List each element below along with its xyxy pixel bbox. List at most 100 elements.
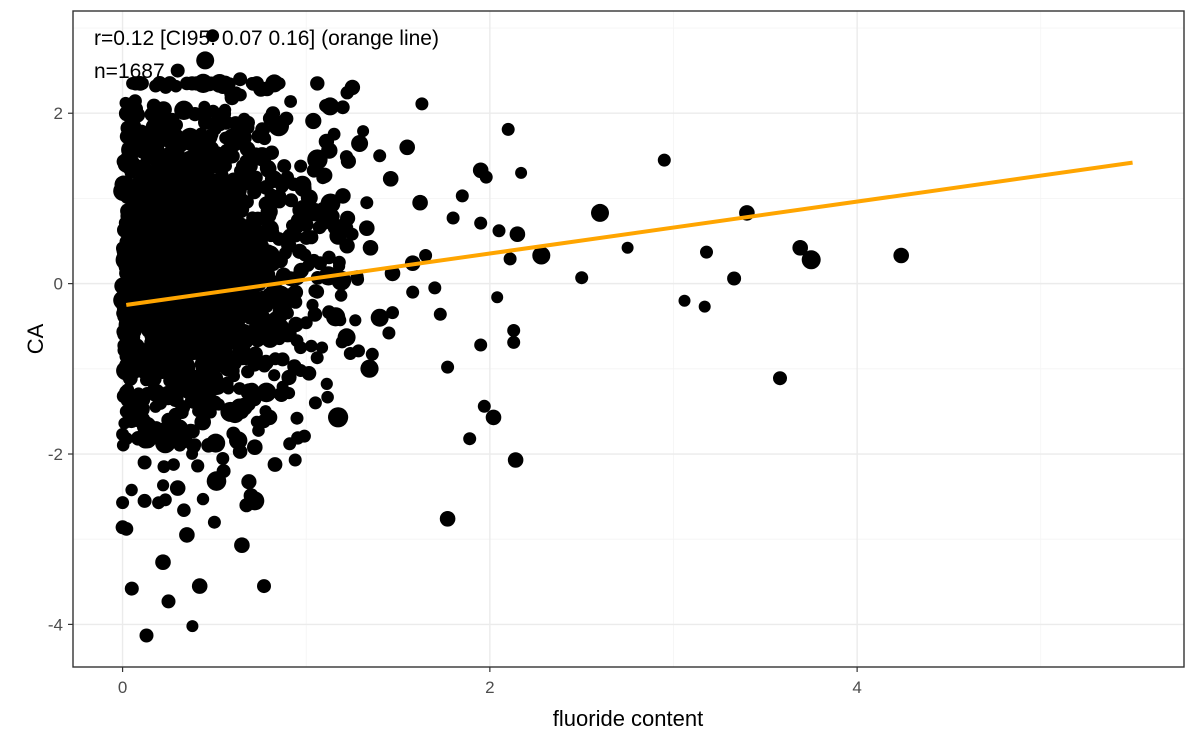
x-tick-label: 4 xyxy=(852,678,861,697)
data-point xyxy=(180,76,194,91)
data-point xyxy=(192,268,208,283)
data-point xyxy=(176,357,196,377)
data-point xyxy=(119,522,134,536)
data-point xyxy=(291,431,305,445)
data-point xyxy=(801,250,821,270)
data-point xyxy=(206,29,220,43)
data-point xyxy=(167,458,180,471)
data-point xyxy=(114,175,133,194)
data-point xyxy=(237,112,251,126)
data-point xyxy=(333,260,346,273)
data-point xyxy=(242,289,257,304)
data-point xyxy=(196,492,210,506)
data-point xyxy=(172,325,185,338)
data-point xyxy=(310,351,324,365)
data-point xyxy=(142,203,155,217)
data-point xyxy=(240,172,255,186)
data-point xyxy=(203,396,218,411)
data-point xyxy=(351,135,369,152)
data-point xyxy=(169,480,186,496)
data-point xyxy=(161,594,176,609)
data-point xyxy=(252,150,268,166)
data-point xyxy=(479,170,493,184)
data-point xyxy=(234,537,250,553)
data-point xyxy=(217,282,238,303)
data-point xyxy=(201,279,216,294)
data-point xyxy=(149,119,168,138)
data-point xyxy=(320,377,333,390)
data-point xyxy=(241,474,257,490)
data-point xyxy=(241,365,255,379)
grid xyxy=(73,11,1184,667)
data-point xyxy=(244,217,259,231)
data-point xyxy=(492,224,506,238)
data-point xyxy=(281,306,294,320)
data-point xyxy=(284,193,299,208)
data-point xyxy=(507,335,521,349)
data-point xyxy=(344,79,361,96)
data-point xyxy=(117,338,132,353)
data-point xyxy=(441,360,455,374)
data-point xyxy=(206,433,226,453)
data-point xyxy=(264,145,279,160)
data-point xyxy=(218,103,232,117)
data-point xyxy=(370,308,389,327)
data-point xyxy=(446,211,460,225)
data-point xyxy=(306,298,319,311)
data-point xyxy=(365,347,379,361)
data-point xyxy=(415,97,429,111)
data-point xyxy=(177,503,191,517)
data-point xyxy=(134,394,148,408)
data-point xyxy=(290,411,304,425)
data-point xyxy=(131,258,148,275)
data-point xyxy=(439,511,456,527)
data-point xyxy=(279,111,294,126)
data-point xyxy=(272,232,286,246)
correlation-annotation: r=0.12 [CI95: 0.07 0.16] (orange line) xyxy=(94,27,439,50)
data-point xyxy=(128,338,145,355)
data-point xyxy=(893,247,909,264)
data-point xyxy=(135,76,149,90)
data-point xyxy=(258,196,274,212)
x-axis-ticks: 0 2 4 xyxy=(118,667,862,697)
data-point xyxy=(233,72,248,87)
data-point xyxy=(306,163,321,178)
data-point xyxy=(116,496,130,510)
data-point xyxy=(463,432,477,446)
data-point xyxy=(164,347,178,361)
data-point xyxy=(194,413,211,431)
data-point xyxy=(225,178,240,193)
data-point xyxy=(509,226,526,242)
data-point xyxy=(220,401,241,422)
data-point xyxy=(179,527,195,543)
data-point xyxy=(262,111,277,126)
data-point xyxy=(305,339,318,353)
data-point xyxy=(120,203,136,219)
data-point xyxy=(382,171,399,187)
data-point xyxy=(162,228,181,247)
data-point xyxy=(349,314,362,327)
data-point xyxy=(187,332,202,347)
data-point xyxy=(256,261,272,277)
data-point xyxy=(228,260,244,276)
data-point xyxy=(428,281,442,295)
data-point xyxy=(220,376,234,390)
data-point xyxy=(196,51,215,70)
data-point xyxy=(727,271,742,286)
data-point xyxy=(321,142,338,159)
data-point xyxy=(272,321,288,337)
data-point xyxy=(256,382,277,403)
data-point xyxy=(308,396,322,410)
data-point xyxy=(329,409,345,425)
y-axis-title: CA xyxy=(23,323,48,354)
data-point xyxy=(281,288,296,303)
data-point xyxy=(140,162,153,176)
data-point xyxy=(134,184,153,203)
data-point xyxy=(357,125,370,138)
y-axis-ticks: -4 -2 0 2 xyxy=(48,104,73,634)
data-point xyxy=(291,221,304,234)
data-point xyxy=(257,123,271,137)
data-point xyxy=(247,439,263,456)
data-point xyxy=(219,359,237,377)
